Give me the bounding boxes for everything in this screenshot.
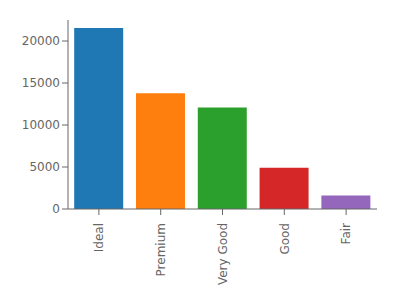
svg-text:10000: 10000 bbox=[22, 118, 60, 132]
svg-text:20000: 20000 bbox=[22, 34, 60, 48]
svg-text:15000: 15000 bbox=[22, 76, 60, 90]
svg-text:Good: Good bbox=[278, 223, 292, 255]
svg-text:Very Good: Very Good bbox=[216, 223, 230, 285]
svg-text:0: 0 bbox=[52, 202, 60, 216]
svg-text:Premium: Premium bbox=[154, 223, 168, 276]
svg-text:Fair: Fair bbox=[339, 223, 353, 244]
svg-text:5000: 5000 bbox=[29, 160, 60, 174]
svg-text:Ideal: Ideal bbox=[92, 223, 106, 252]
